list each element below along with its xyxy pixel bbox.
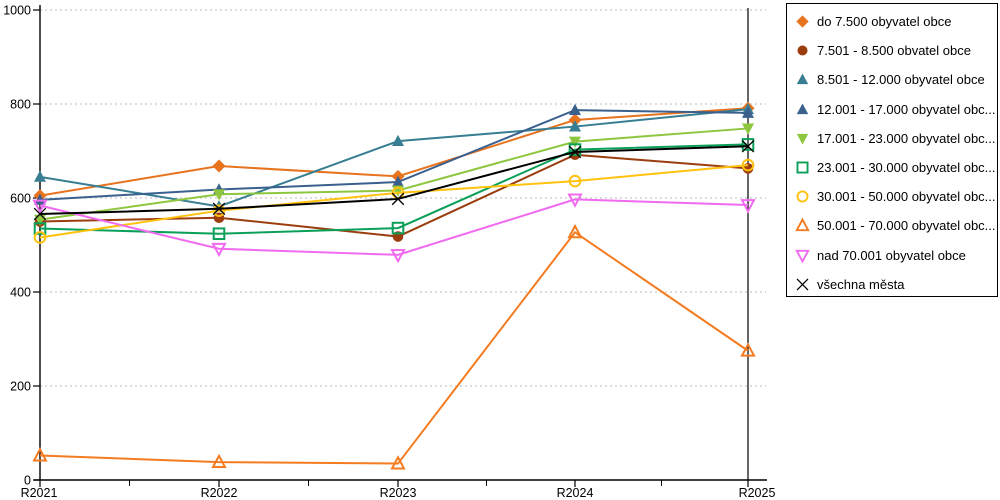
y-tick-label-400: 400 bbox=[10, 286, 31, 300]
x-tick-label-4: R2025 bbox=[739, 486, 776, 500]
x-tick-label-1: R2022 bbox=[201, 486, 238, 500]
series-3-marker-4 bbox=[742, 106, 754, 118]
series-4-marker-3 bbox=[569, 136, 581, 148]
y-tick-label-200: 200 bbox=[10, 380, 31, 394]
series-line-8 bbox=[39, 198, 749, 256]
series-9-marker-3 bbox=[568, 145, 582, 159]
series-7-marker-2 bbox=[390, 455, 406, 470]
series-7-marker-4 bbox=[740, 342, 756, 357]
legend-marker-circle-icon bbox=[796, 190, 809, 203]
series-6-marker-0 bbox=[33, 231, 47, 244]
series-8-marker-2 bbox=[390, 248, 406, 264]
series-5-marker-1 bbox=[212, 227, 226, 241]
series-4-marker-1 bbox=[213, 189, 225, 201]
y-tick-label-0: 0 bbox=[24, 474, 31, 488]
series-7 bbox=[32, 223, 756, 470]
series-2-marker-3 bbox=[569, 120, 581, 132]
x-tick-label-3: R2024 bbox=[557, 486, 594, 500]
legend-label: 12.001 - 17.000 obyvatel obc... bbox=[817, 101, 996, 117]
series-8-marker-4 bbox=[740, 199, 756, 214]
series-6-marker-1 bbox=[212, 204, 226, 217]
series-9 bbox=[33, 140, 755, 221]
legend-label: 23.001 - 30.000 obyvatel obc... bbox=[817, 160, 996, 176]
legend-marker-diamond-icon bbox=[796, 15, 809, 28]
series-8 bbox=[32, 193, 756, 264]
series-8-marker-0 bbox=[32, 199, 48, 214]
series-3-marker-2 bbox=[392, 175, 404, 187]
legend-label: nad 70.001 obyvatel obce bbox=[817, 247, 966, 263]
y-tick-label-600: 600 bbox=[10, 192, 31, 206]
series-9-marker-2 bbox=[391, 192, 405, 206]
series-2-marker-0 bbox=[34, 170, 46, 182]
legend-label: do 7.500 obyvatel obce bbox=[817, 14, 952, 30]
legend-item-7: 50.001 - 70.000 obyvatel obc... bbox=[794, 211, 997, 240]
y-tick-label-800: 800 bbox=[10, 98, 31, 112]
legend-item-6: 30.001 - 50.000 obyvatel obc... bbox=[794, 182, 997, 211]
legend-label: 17.001 - 23.000 obyvatel obc... bbox=[817, 130, 996, 146]
legend-marker-triangle-up-icon bbox=[796, 103, 809, 114]
legend-item-5: 23.001 - 30.000 obyvatel obc... bbox=[794, 153, 997, 182]
legend-item-4: 17.001 - 23.000 obyvatel obc... bbox=[794, 124, 997, 153]
legend-label: všechna města bbox=[817, 276, 905, 292]
legend-marker-triangle-up-icon bbox=[795, 217, 810, 232]
legend-marker-x-icon bbox=[796, 278, 809, 291]
y-tick-label-1000: 1000 bbox=[3, 4, 31, 18]
series-5 bbox=[33, 138, 755, 241]
series-9-marker-0 bbox=[33, 207, 47, 221]
legend-item-3: 12.001 - 17.000 obyvatel obc... bbox=[794, 95, 997, 124]
series-5-marker-2 bbox=[391, 221, 405, 235]
x-tick-label-0: R2021 bbox=[21, 486, 58, 500]
series-2-marker-2 bbox=[392, 134, 404, 147]
series-8-marker-1 bbox=[211, 242, 227, 258]
legend-item-2: 8.501 - 12.000 obyvatel obce bbox=[794, 65, 997, 94]
series-line-7 bbox=[39, 230, 749, 465]
legend-label: 8.501 - 12.000 obyvatel obce bbox=[817, 72, 985, 88]
series-7-marker-0 bbox=[32, 447, 48, 462]
x-tick-label-2: R2023 bbox=[380, 486, 417, 500]
series-0-marker-1 bbox=[212, 159, 226, 173]
legend-label: 7.501 - 8.500 obvatel obce bbox=[817, 43, 971, 59]
legend-item-0: do 7.500 obyvatel obce bbox=[794, 7, 997, 36]
series-8-marker-3 bbox=[567, 193, 583, 208]
legend-label: 50.001 - 70.000 obyvatel obc... bbox=[817, 218, 996, 234]
legend-marker-square-icon bbox=[796, 161, 809, 174]
series-9-marker-4 bbox=[741, 140, 755, 153]
legend-marker-triangle-down-icon bbox=[796, 133, 809, 145]
legend-item-8: nad 70.001 obyvatel obce bbox=[794, 241, 997, 270]
legend-marker-circle-icon bbox=[797, 45, 808, 56]
series-3-marker-0 bbox=[34, 193, 46, 205]
legend-label: 30.001 - 50.000 obyvatel obc... bbox=[817, 189, 996, 205]
series-5-marker-3 bbox=[568, 143, 582, 156]
series-6-marker-3 bbox=[568, 174, 582, 188]
series-line-6 bbox=[39, 164, 749, 239]
legend-marker-triangle-up-icon bbox=[796, 73, 809, 85]
series-6-marker-4 bbox=[741, 158, 755, 172]
series-4-marker-4 bbox=[742, 123, 754, 135]
legend: do 7.500 obyvatel obce 7.501 - 8.500 obva… bbox=[786, 3, 998, 297]
series-7-marker-1 bbox=[211, 453, 227, 469]
series-7-marker-3 bbox=[567, 223, 583, 239]
series-3-marker-3 bbox=[569, 103, 581, 116]
legend-item-9: všechna města bbox=[794, 270, 997, 296]
series-line-2 bbox=[39, 108, 749, 208]
series-5-marker-4 bbox=[741, 138, 755, 151]
series-9-marker-1 bbox=[212, 202, 226, 216]
legend-item-1: 7.501 - 8.500 obvatel obce bbox=[794, 36, 997, 65]
series-0-marker-3 bbox=[568, 113, 582, 127]
series-5-marker-0 bbox=[33, 222, 47, 235]
legend-marker-triangle-down-icon bbox=[795, 249, 810, 264]
series-line-5 bbox=[39, 143, 749, 235]
